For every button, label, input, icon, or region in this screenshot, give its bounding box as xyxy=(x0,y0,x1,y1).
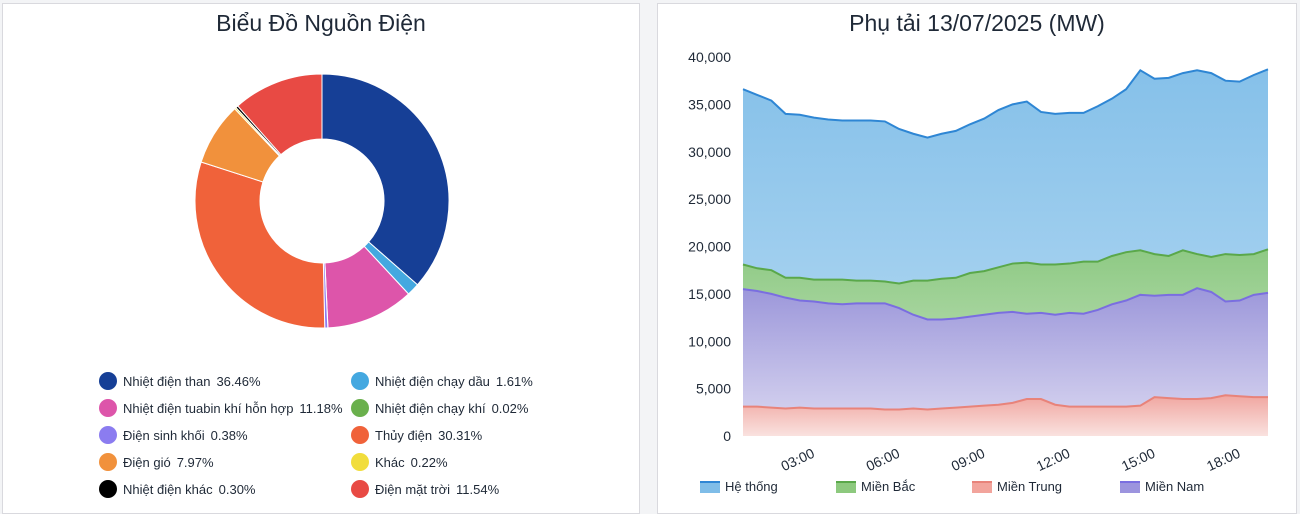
legend-swatch xyxy=(700,480,720,493)
pie-legend-item[interactable]: Nhiệt điện chạy khí 0.02% xyxy=(351,399,528,417)
area-chart: 0 5,000 10,000 15,000 20,000 25,000 30,000 35,0… xyxy=(688,49,1269,474)
legend-swatch xyxy=(972,480,992,493)
pie-legend-item[interactable]: Nhiệt điện khác 0.30% xyxy=(99,480,256,498)
legend-percent: 30.31% xyxy=(438,427,483,443)
legend-percent: 7.97% xyxy=(176,454,214,470)
pie-legend-item[interactable]: Khác 0.22% xyxy=(351,453,448,471)
legend-color-dot xyxy=(99,480,117,498)
pie-legend-item[interactable]: Điện sinh khối 0.38% xyxy=(99,426,248,444)
y-tick-label: 10,000 xyxy=(688,333,731,349)
legend-percent: 11.18% xyxy=(299,400,343,416)
area-line-series-1[interactable] xyxy=(742,68,1269,139)
legend-percent: 0.30% xyxy=(218,481,256,497)
y-tick-label: 5,000 xyxy=(696,381,731,397)
y-tick-label: 35,000 xyxy=(688,96,731,112)
legend-label: Thủy điện xyxy=(375,427,433,443)
energy-source-panel: Biểu Đồ Nguồn Điện Nhiệt điện than 36.46%… xyxy=(2,3,640,514)
y-tick-label: 15,000 xyxy=(688,286,731,302)
x-tick-label: 18:00 xyxy=(1204,445,1243,474)
load-chart-panel: Phụ tải 13/07/2025 (MW) 0 5,000 10,000 15,0… xyxy=(657,3,1297,514)
area-chart-title: Phụ tải 13/07/2025 (MW) xyxy=(849,10,1105,36)
legend-swatch xyxy=(836,480,856,493)
legend-label: Nhiệt điện than xyxy=(123,373,211,389)
area-legend-label: Miền Trung xyxy=(997,479,1063,494)
legend-color-dot xyxy=(351,480,369,498)
legend-color-dot xyxy=(351,426,369,444)
donut-chart xyxy=(194,73,450,329)
x-tick-label: 09:00 xyxy=(949,445,988,474)
area-fill-series-3 xyxy=(743,395,1268,436)
y-tick-label: 40,000 xyxy=(688,49,731,65)
x-tick-label: 12:00 xyxy=(1034,445,1073,474)
legend-color-dot xyxy=(351,453,369,471)
legend-color-dot xyxy=(99,399,117,417)
y-tick-label: 30,000 xyxy=(688,144,731,160)
legend-swatch xyxy=(1120,480,1140,493)
legend-label: Nhiệt điện chạy khí xyxy=(375,400,486,416)
pie-legend-item[interactable]: Điện mặt trời 11.54% xyxy=(351,480,499,498)
legend-label: Điện gió xyxy=(123,454,171,470)
pie-legend-item[interactable]: Nhiệt điện chạy dầu 1.61% xyxy=(351,372,533,390)
legend-percent: 11.54% xyxy=(456,481,500,497)
y-tick-label: 25,000 xyxy=(688,191,731,207)
legend-label: Nhiệt điện khác xyxy=(123,481,213,497)
legend-percent: 1.61% xyxy=(495,373,533,389)
area-line-series-4[interactable] xyxy=(742,287,1269,321)
legend-color-dot xyxy=(351,399,369,417)
pie-legend-item[interactable]: Nhiệt điện tuabin khí hỗn hợp 11.18% xyxy=(99,399,343,417)
area-legend-item[interactable]: Miền Trung xyxy=(972,479,1062,494)
area-fill-series-4 xyxy=(743,288,1268,436)
area-line-series-2[interactable] xyxy=(742,248,1269,285)
area-legend-item[interactable]: Miền Bắc xyxy=(836,479,915,494)
area-line-series-3[interactable] xyxy=(743,394,1268,411)
area-legend-item[interactable]: Hệ thống xyxy=(700,479,778,494)
area-legend-label: Miền Bắc xyxy=(861,479,916,494)
pie-slice-6[interactable] xyxy=(194,161,326,329)
legend-label: Nhiệt điện chạy dầu xyxy=(375,373,490,389)
pie-slice-10[interactable] xyxy=(237,73,323,156)
legend-percent: 0.02% xyxy=(491,400,529,416)
area-legend-label: Miền Nam xyxy=(1145,479,1205,494)
x-tick-label: 06:00 xyxy=(864,445,903,474)
area-legend-item[interactable]: Miền Nam xyxy=(1120,479,1204,494)
legend-color-dot xyxy=(99,453,117,471)
area-legend-label: Hệ thống xyxy=(725,479,778,494)
pie-chart-title: Biểu Đồ Nguồn Điện xyxy=(216,10,426,36)
legend-label: Nhiệt điện tuabin khí hỗn hợp xyxy=(123,400,294,416)
pie-legend-item[interactable]: Thủy điện 30.31% xyxy=(351,426,482,444)
pie-legend-item[interactable]: Nhiệt điện than 36.46% xyxy=(99,372,261,390)
legend-color-dot xyxy=(99,372,117,390)
y-tick-label: 0 xyxy=(723,428,731,444)
legend-percent: 0.22% xyxy=(410,454,448,470)
legend-label: Điện mặt trời xyxy=(375,481,450,497)
legend-percent: 36.46% xyxy=(216,373,261,389)
legend-color-dot xyxy=(351,372,369,390)
legend-percent: 0.38% xyxy=(210,427,248,443)
legend-color-dot xyxy=(99,426,117,444)
legend-label: Khác xyxy=(375,454,405,470)
x-tick-label: 03:00 xyxy=(778,445,817,474)
y-tick-label: 20,000 xyxy=(688,239,731,255)
pie-legend-item[interactable]: Điện gió 7.97% xyxy=(99,453,214,471)
pie-slice-1[interactable] xyxy=(321,73,450,286)
legend-label: Điện sinh khối xyxy=(123,427,205,443)
x-tick-label: 15:00 xyxy=(1119,445,1158,474)
